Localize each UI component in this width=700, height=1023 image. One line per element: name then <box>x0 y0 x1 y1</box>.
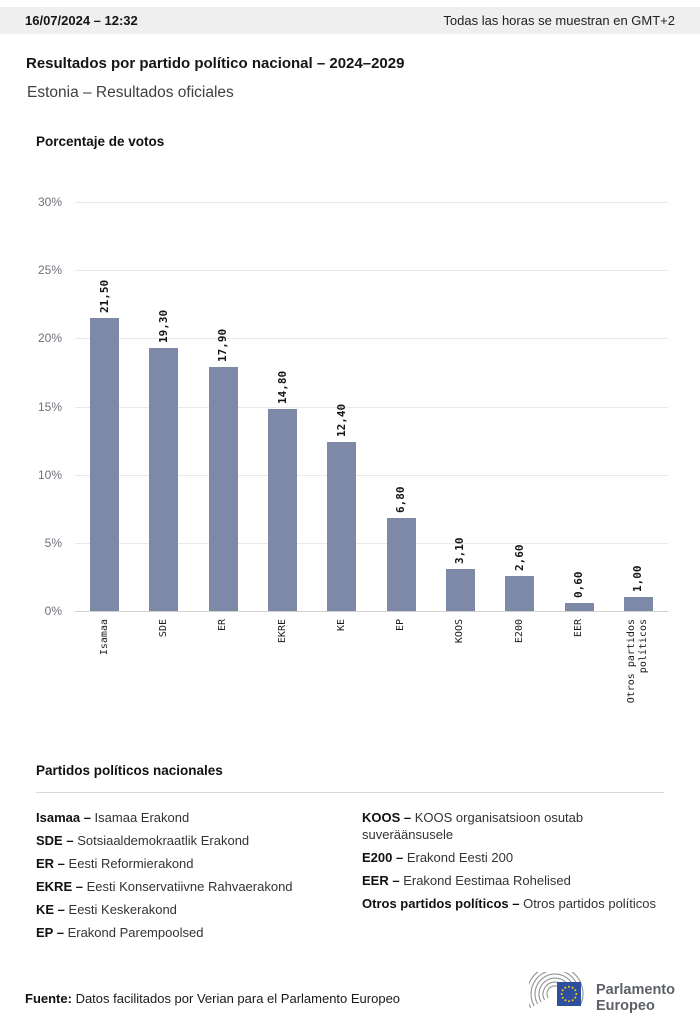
party-name: Erakond Eestimaa Rohelised <box>399 873 571 888</box>
legend-item: SDE – Sotsiaaldemokraatlik Erakond <box>36 832 362 849</box>
legend-item: Otros partidos políticos – Otros partido… <box>362 895 664 912</box>
bar-chart: 0% 5% 10% 15% 20% 25% 30% 21,50 Isamaa 19,30 SDE 17… <box>0 149 700 711</box>
parties-section-title: Partidos políticos nacionales <box>36 763 223 778</box>
y-axis-tick-label: 10% <box>37 467 62 482</box>
logo-wordmark: Parlamento Europeo <box>596 982 675 1014</box>
x-axis-tick-label: EER <box>573 619 584 638</box>
gridline <box>75 406 668 408</box>
y-axis-tick-label: 5% <box>44 535 62 550</box>
party-abbr: KOOS – <box>362 810 412 825</box>
legend-item: Isamaa – Isamaa Erakond <box>36 809 362 826</box>
party-abbr: ER – <box>36 856 65 871</box>
divider <box>36 792 664 793</box>
logo-line1: Parlamento <box>596 982 675 998</box>
bar-value-label: 19,30 <box>156 309 170 343</box>
report-datetime: 16/07/2024 – 12:32 <box>25 13 138 28</box>
source-note: Fuente: Datos facilitados por Verian par… <box>25 991 400 1006</box>
party-abbr: EP – <box>36 925 64 940</box>
y-axis-tick-label: 15% <box>37 399 62 414</box>
bar-value-label: 2,60 <box>512 544 526 571</box>
source-label: Fuente: <box>25 990 72 1006</box>
party-name: Erakond Parempoolsed <box>63 925 204 940</box>
bar-value-label: 6,80 <box>394 486 408 514</box>
timezone-note: Todas las horas se muestran en GMT+2 <box>443 13 675 28</box>
party-abbr: SDE – <box>36 833 74 848</box>
eu-flag <box>557 982 582 1006</box>
x-axis-tick-label: SDE <box>157 619 169 638</box>
x-axis-tick-label: KOOS <box>454 619 466 644</box>
party-name: Isamaa Erakond <box>90 810 190 825</box>
parties-columns: Isamaa – Isamaa Erakond SDE – Sotsiaaldem… <box>36 809 664 947</box>
bar <box>623 597 653 611</box>
bar <box>445 568 475 611</box>
chart-title: Porcentaje de votos <box>36 134 165 149</box>
x-axis-tick-label: KE <box>335 619 347 632</box>
party-name: KOOS organisatsioon osutab suveräänsusel… <box>362 810 584 842</box>
party-name: Eesti Keskerakond <box>64 902 177 917</box>
european-parliament-logo: Parlamento Europeo <box>529 972 675 1023</box>
x-axis-tick-label: EKRE <box>276 619 288 644</box>
hemicycle-eu-flag-icon <box>529 972 584 1009</box>
bar-value-label: 21,50 <box>97 279 111 313</box>
party-abbr: EER – <box>362 873 400 888</box>
gridline <box>75 202 668 203</box>
gridline <box>75 270 668 272</box>
legend-item: KE – Eesti Keskerakond <box>36 901 362 918</box>
party-name: Eesti Konservatiivne Rahvaerakond <box>82 879 293 894</box>
bar-value-label: 1,00 <box>631 565 645 593</box>
party-name: Otros partidos políticos <box>519 896 657 911</box>
party-abbr: Isamaa – <box>36 810 91 825</box>
gridline <box>75 338 668 340</box>
party-abbr: KE – <box>36 902 65 917</box>
gridline <box>75 542 668 544</box>
gridline <box>75 611 668 612</box>
party-name: Erakond Eesti 200 <box>403 850 514 865</box>
y-axis-tick-label: 0% <box>44 604 62 618</box>
x-axis-tick-label: EP <box>395 619 407 632</box>
x-axis-tick-label: Otros partidos políticos <box>626 619 650 704</box>
bar <box>149 347 179 611</box>
footer: Fuente: Datos facilitados por Verian par… <box>0 969 700 1023</box>
x-axis-tick-label: ER <box>217 619 229 632</box>
page-subtitle: Estonia – Resultados oficiales <box>27 84 234 101</box>
parties-section: Partidos políticos nacionales Isamaa – I… <box>36 763 664 947</box>
bar <box>208 367 238 611</box>
y-axis-tick-label: 25% <box>37 263 62 278</box>
bar <box>564 602 594 611</box>
bar-value-label: 17,90 <box>216 328 230 362</box>
party-abbr: E200 – <box>362 850 404 865</box>
gridline <box>75 474 668 476</box>
legend-item: E200 – Erakond Eesti 200 <box>362 849 664 866</box>
bar-value-label: 3,10 <box>453 537 467 564</box>
bar <box>505 575 535 611</box>
party-name: Sotsiaaldemokraatlik Erakond <box>73 833 250 848</box>
bar-value-label: 12,40 <box>334 403 348 437</box>
legend-item: KOOS – KOOS organisatsioon osutab suverä… <box>362 809 664 843</box>
parties-column-right: KOOS – KOOS organisatsioon osutab suverä… <box>362 809 664 947</box>
parties-column-left: Isamaa – Isamaa Erakond SDE – Sotsiaaldem… <box>36 809 362 947</box>
bar <box>268 409 297 611</box>
bar <box>386 518 416 611</box>
x-axis-tick-label: E200 <box>513 619 525 644</box>
source-text: Datos facilitados por Verian para el Par… <box>71 990 401 1006</box>
legend-item: EKRE – Eesti Konservatiivne Rahvaerakond <box>36 878 362 895</box>
party-name: Eesti Reformierakond <box>64 856 194 871</box>
legend-item: EER – Erakond Eestimaa Rohelised <box>362 872 664 889</box>
legend-item: ER – Eesti Reformierakond <box>36 855 362 872</box>
bar-value-label: 14,80 <box>275 371 289 405</box>
page-title: Resultados por partido político nacional… <box>26 55 405 72</box>
y-axis-tick-label: 30% <box>37 195 62 209</box>
x-axis-tick-label: Isamaa <box>98 619 110 656</box>
y-axis-tick-label: 20% <box>37 331 62 346</box>
logo-line2: Europeo <box>596 998 655 1014</box>
party-abbr: EKRE – <box>36 879 83 894</box>
bar <box>90 317 120 611</box>
legend-item: EP – Erakond Parempoolsed <box>36 924 362 941</box>
bar-value-label: 0,60 <box>572 571 585 598</box>
party-abbr: Otros partidos políticos – <box>362 896 520 911</box>
bar <box>327 441 357 611</box>
header-bar: 16/07/2024 – 12:32 Todas las horas se mu… <box>0 7 700 34</box>
